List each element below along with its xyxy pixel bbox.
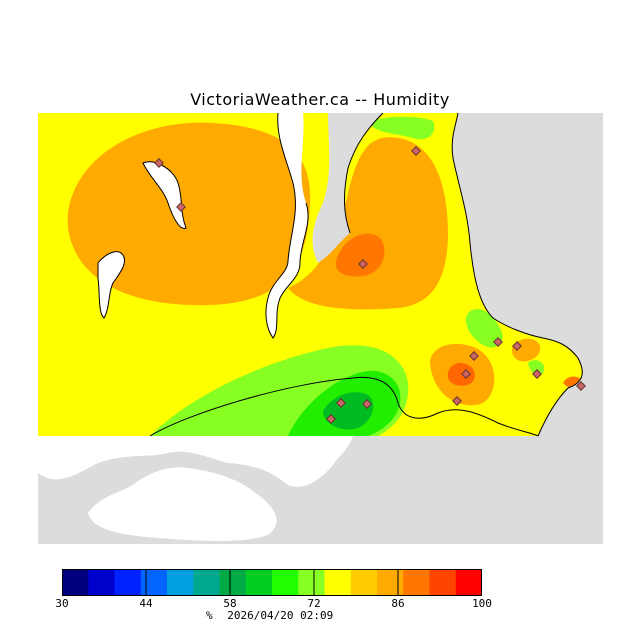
legend-tick-label: 30: [55, 597, 69, 610]
humidity-zone-dark-green-south: [323, 392, 374, 430]
legend-swatch: [324, 569, 352, 596]
san-juan-islands: [88, 467, 277, 541]
station-marker[interactable]: [512, 341, 522, 351]
coastline-south: [149, 376, 539, 437]
station-marker[interactable]: [176, 202, 186, 212]
station-marker[interactable]: [461, 369, 471, 379]
timestamp: 2026/04/20 02:09: [227, 609, 334, 622]
legend-swatch: [140, 569, 168, 596]
water-haro-strait: [452, 113, 603, 436]
station-marker[interactable]: [336, 398, 346, 408]
coastline-central: [343, 113, 384, 234]
map-title: VictoriaWeather.ca -- Humidity: [190, 90, 450, 109]
unit-label: %: [206, 609, 213, 622]
humidity-color-legend: [62, 569, 482, 596]
humidity-zone-orange-west: [67, 122, 311, 306]
legend-swatch: [219, 569, 247, 596]
legend-swatch: [193, 569, 220, 596]
lake-west: [142, 161, 187, 229]
station-marker[interactable]: [411, 146, 421, 156]
station-marker[interactable]: [326, 414, 336, 424]
legend-swatch: [245, 569, 273, 596]
legend-tick-label: 58: [223, 597, 237, 610]
lake-far-west: [97, 251, 126, 319]
station-marker[interactable]: [362, 399, 372, 409]
water-strait-north: [312, 113, 383, 263]
legend-tick-label: 86: [391, 597, 405, 610]
station-marker[interactable]: [358, 259, 368, 269]
station-marker[interactable]: [469, 351, 479, 361]
coastline-east: [451, 113, 583, 437]
legend-tick-label: 72: [307, 597, 321, 610]
coastline-west-inlet: [265, 113, 309, 339]
station-marker[interactable]: [154, 158, 164, 168]
humidity-zone-orange-central: [288, 137, 448, 310]
olympic-peninsula-outline: [38, 436, 353, 487]
legend-swatch: [350, 569, 378, 596]
legend-swatch: [88, 569, 115, 596]
station-marker[interactable]: [452, 396, 462, 406]
station-marker[interactable]: [532, 369, 542, 379]
humidity-map[interactable]: [38, 113, 603, 544]
humidity-zone-green-east2: [528, 360, 545, 376]
legend-tick-label: 100: [472, 597, 492, 610]
legend-swatch: [62, 569, 89, 596]
legend-swatch: [167, 569, 194, 596]
legend-swatch: [403, 569, 430, 596]
legend-swatch: [272, 569, 299, 596]
humidity-zone-dark-orange-central: [335, 233, 385, 277]
legend-swatch: [429, 569, 457, 596]
station-markers: [154, 146, 586, 424]
station-marker[interactable]: [576, 381, 586, 391]
legend-tick-label: 44: [139, 597, 153, 610]
legend-swatch: [455, 569, 482, 596]
legend-swatch: [377, 569, 404, 596]
humidity-zone-dark-orange-southeast: [447, 362, 475, 386]
humidity-zone-green-north: [368, 116, 435, 140]
legend-swatch: [114, 569, 142, 596]
legend-footer: % 2026/04/20 02:09: [206, 609, 341, 622]
station-marker[interactable]: [493, 337, 503, 347]
legend-swatch: [298, 569, 325, 596]
